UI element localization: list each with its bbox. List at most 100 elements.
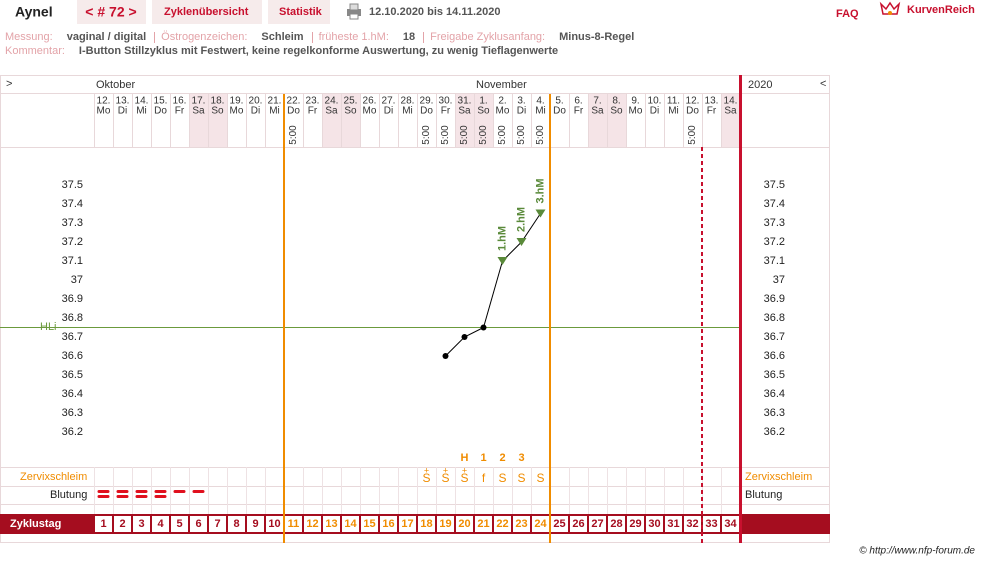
date-label: 17.: [192, 96, 206, 107]
cycle-day-number: 10: [268, 518, 280, 530]
y-tick-label: 37.2: [62, 236, 83, 248]
cycle-day-number: 5: [176, 518, 182, 530]
cycle-day-number: 4: [157, 518, 164, 530]
time-label: 5:00: [288, 125, 299, 145]
weekend-shade: [607, 94, 626, 147]
y-tick-label-right: 36.2: [764, 426, 785, 438]
y-tick-label: 37.5: [62, 179, 83, 191]
cycle-day-cell: [342, 516, 359, 532]
date-label: 28.: [401, 96, 415, 107]
chart-frame: [0, 75, 830, 543]
date-label: 4.: [536, 96, 544, 107]
cycle-day-cell: [684, 516, 701, 532]
time-label: 5:00: [421, 125, 432, 145]
cycle-day-cell: [646, 516, 663, 532]
cycle-day-number: 13: [325, 518, 337, 530]
print-icon[interactable]: [347, 3, 361, 20]
y-tick-label-right: 37.3: [764, 217, 785, 229]
weekend-shade: [588, 94, 607, 147]
bleeding-mark: [154, 490, 167, 498]
cervix-symbol: S: [422, 471, 430, 485]
weekend-shade: [341, 94, 360, 147]
tab-label[interactable]: Statistik: [279, 6, 323, 18]
cycle-tab[interactable]: [77, 0, 146, 24]
cycle-day-cell: [456, 516, 473, 532]
hm-label: 3.hM: [534, 178, 546, 203]
month-label: Oktober: [96, 79, 135, 91]
cycle-day-number: 24: [534, 518, 547, 530]
date-label: 6.: [574, 96, 582, 107]
cycle-day-cell: [551, 516, 568, 532]
date-label: 8.: [612, 96, 620, 107]
tab[interactable]: [268, 0, 330, 24]
y-tick-label-right: 36.9: [764, 293, 785, 305]
info-value: vaginal / digital: [66, 31, 147, 43]
cycle-day-number: 31: [667, 518, 679, 530]
bleeding-bar: [116, 495, 129, 498]
cycle-day-cell: [228, 516, 245, 532]
y-tick-label: 36.8: [62, 312, 83, 324]
cervix-plus: +: [462, 465, 467, 475]
cycle-day-cell: [266, 516, 283, 532]
logo-text[interactable]: KurvenReich: [907, 4, 975, 16]
y-tick-label-right: 37.4: [764, 198, 785, 210]
cycle-day-cell: [494, 516, 511, 532]
cycle-day-number: 34: [724, 518, 737, 530]
cervix-symbol: f: [482, 471, 486, 485]
date-label: 27.: [382, 96, 396, 107]
cycle-number[interactable]: < # 72 >: [85, 4, 136, 20]
weekday-label: Do: [553, 106, 566, 117]
y-tick-label: 37: [71, 274, 83, 286]
tab-label[interactable]: Zyklenübersicht: [164, 6, 249, 18]
weekday-label: Mi: [136, 106, 147, 117]
cycle-day-number: 33: [705, 518, 717, 530]
temperature-point: [442, 353, 449, 359]
weekend-shade: [322, 94, 341, 147]
cycle-day-cell: [209, 516, 226, 532]
cycle-day-number: 2: [119, 518, 125, 530]
cycle-day-number: 28: [610, 518, 622, 530]
weekday-label: Fr: [707, 106, 717, 117]
cycle-day-cell: [304, 516, 321, 532]
y-tick-label: 36.2: [62, 426, 83, 438]
weekday-label: Mo: [363, 106, 377, 117]
info-panel: Messung: vaginal / digital Östrogenzeichen…: [5, 30, 634, 58]
date-label: 26.: [363, 96, 377, 107]
cycle-day-number: 30: [648, 518, 660, 530]
faq-link[interactable]: FAQ: [836, 8, 859, 20]
bleeding-mark: [97, 490, 110, 498]
date-label: 16.: [173, 96, 187, 107]
date-label: 10.: [648, 96, 662, 107]
bleeding-label: Blutung: [745, 489, 782, 501]
nav-next[interactable]: <: [820, 78, 826, 90]
cervix-symbol: S: [460, 471, 468, 485]
y-tick-label-right: 37.2: [764, 236, 785, 248]
date-label: 7.: [593, 96, 601, 107]
cycle-day-cell: [703, 516, 720, 532]
hm-marker: [497, 257, 508, 265]
date-label: 18.: [211, 96, 225, 107]
weekday-label: Do: [420, 106, 433, 117]
time-label: 5:00: [516, 125, 527, 145]
y-tick-label-right: 37.5: [764, 179, 785, 191]
hm-marker: [535, 209, 546, 218]
cycle-day-cell: [361, 516, 378, 532]
weekday-label: Sa: [192, 106, 205, 117]
date-range: 12.10.2020 bis 14.11.2020: [369, 6, 501, 18]
cycle-day-number: 1: [100, 518, 106, 530]
weekend-shade: [474, 94, 493, 147]
y-tick-label: 36.4: [62, 388, 83, 400]
cycle-day-number: 16: [382, 518, 394, 530]
weekday-label: So: [477, 106, 490, 117]
cervix-symbol: S: [517, 471, 525, 485]
footer-credit: © http://www.nfp-forum.de: [859, 546, 975, 557]
cycle-day-cell: [513, 516, 530, 532]
date-label: 3.: [517, 96, 525, 107]
cycle-day-label: Zyklustag: [10, 518, 61, 530]
cycle-day-number: 18: [420, 518, 432, 530]
weekday-label: Mi: [402, 106, 413, 117]
weekend-shade: [455, 94, 474, 147]
tab[interactable]: [152, 0, 262, 24]
nav-prev[interactable]: >: [6, 78, 12, 90]
date-label: 29.: [420, 96, 434, 107]
